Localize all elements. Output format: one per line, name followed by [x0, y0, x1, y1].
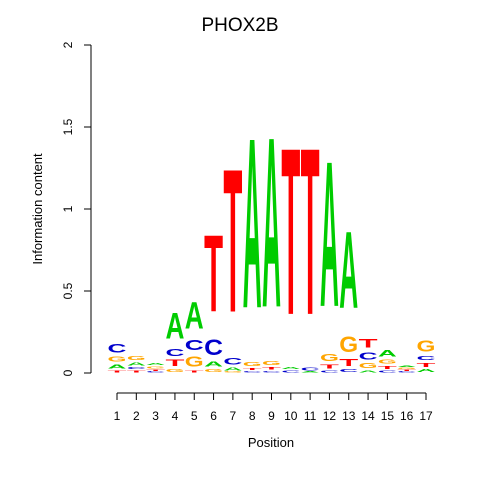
- x-tick-label: 14: [361, 409, 375, 423]
- logo-letter-a: A: [397, 365, 416, 367]
- logo-letter-a: A: [108, 363, 127, 369]
- x-tick-label: 2: [133, 409, 140, 423]
- logo-letter-c: C: [397, 371, 416, 373]
- logo-letter-g: G: [262, 360, 281, 367]
- logo-letter-c: C: [243, 371, 262, 373]
- logo-letter-t: T: [146, 369, 166, 372]
- x-tick-label: 12: [323, 409, 337, 423]
- x-tick-label: 1: [114, 409, 121, 423]
- logo-letter-t: T: [127, 370, 147, 373]
- logo-letter-a: A: [204, 360, 223, 368]
- logo-letter-c: C: [108, 343, 127, 356]
- logo-letter-t: T: [320, 363, 339, 370]
- y-tick-label: 0: [61, 369, 75, 376]
- logo-letter-c: C: [320, 370, 339, 373]
- x-tick-label: 6: [210, 409, 217, 423]
- logo-letter-t: T: [165, 358, 184, 368]
- logo-letter-c: C: [339, 368, 359, 373]
- logo-letter-t: T: [397, 370, 417, 372]
- x-tick-label: 9: [268, 409, 275, 423]
- logo-letter-t: T: [108, 370, 128, 373]
- logo-letter-c: C: [417, 355, 436, 361]
- logo-letter-g: G: [146, 366, 165, 369]
- logo-letter-t: T: [223, 127, 242, 356]
- logo-letter-g: G: [397, 367, 416, 370]
- chart-title: PHOX2B: [201, 15, 278, 36]
- logo-letter-t: T: [185, 370, 205, 373]
- logo-letter-a: A: [378, 349, 397, 359]
- logo-letter-c: C: [165, 347, 184, 358]
- x-axis-title: Position: [248, 435, 294, 450]
- x-tick-label: 15: [381, 409, 395, 423]
- logo-letter-a: A: [262, 87, 281, 358]
- y-axis-title: Information content: [30, 153, 45, 265]
- logo-letter-c: C: [204, 336, 223, 361]
- y-axis: 0 0.5 1 1.5 2: [61, 41, 92, 376]
- logo-letter-g: G: [320, 352, 339, 364]
- logo-letter-g: G: [108, 355, 127, 363]
- x-axis: 1 2 3 4 5 6 7 8 9 10 11 12 13 14 15 16 17: [114, 392, 433, 423]
- y-tick-label: 1: [61, 205, 75, 212]
- logo-letter-a: A: [281, 366, 300, 369]
- logo-letter-g: G: [204, 368, 223, 373]
- logo-letter-t: T: [243, 367, 263, 370]
- logo-letter-c: C: [301, 366, 321, 371]
- logo-letter-g: G: [185, 354, 204, 370]
- logo-letter-a: A: [127, 361, 147, 366]
- logo-letter-c: C: [378, 370, 397, 373]
- logo-letter-c: C: [281, 370, 300, 373]
- logo-letter-a: A: [417, 368, 437, 373]
- logo-letter-g: G: [359, 362, 378, 370]
- logo-letter-g: G: [127, 355, 146, 362]
- logo-letter-g: G: [165, 368, 184, 373]
- logo-letter-t: T: [204, 213, 223, 335]
- logo-letter-t: T: [339, 356, 358, 368]
- x-tick-label: 10: [284, 409, 298, 423]
- logo-letter-t: T: [281, 99, 300, 365]
- logo-letter-c: C: [223, 357, 242, 367]
- logo-letter-a: A: [185, 294, 204, 337]
- letters-layer: TAGCTCAGCTGAGTCATGCAGACTGACTCTGACTGACATA…: [108, 87, 437, 373]
- y-tick-label: 2: [61, 41, 75, 48]
- x-tick-label: 7: [230, 409, 237, 423]
- logo-letter-g: G: [223, 371, 242, 373]
- logo-letter-t: T: [301, 99, 320, 365]
- logo-letter-a: A: [301, 371, 320, 373]
- x-tick-label: 3: [152, 409, 159, 423]
- logo-letter-g: G: [339, 332, 358, 357]
- logo-letter-a: A: [359, 370, 378, 373]
- logo-letter-t: T: [262, 366, 282, 370]
- logo-letter-c: C: [127, 366, 146, 369]
- logo-letter-c: C: [146, 371, 165, 373]
- x-tick-label: 8: [249, 409, 256, 423]
- logo-letter-t: T: [417, 362, 436, 369]
- y-tick-label: 0.5: [61, 282, 75, 299]
- logo-letter-a: A: [243, 88, 262, 359]
- logo-letter-a: A: [165, 305, 184, 346]
- y-tick-label: 1.5: [61, 118, 75, 135]
- x-tick-label: 4: [172, 409, 179, 423]
- x-tick-label: 11: [304, 409, 317, 423]
- logo-letter-t: T: [378, 365, 398, 370]
- logo-letter-c: C: [185, 338, 204, 354]
- x-tick-label: 13: [342, 409, 356, 423]
- logo-letter-a: A: [339, 209, 358, 331]
- logo-letter-g: G: [378, 358, 397, 365]
- x-tick-label: 5: [191, 409, 198, 423]
- logo-letter-g: G: [417, 337, 436, 355]
- x-tick-label: 17: [419, 409, 433, 423]
- logo-letter-c: C: [359, 351, 378, 362]
- logo-letter-a: A: [320, 119, 339, 351]
- logo-letter-a: A: [223, 366, 243, 371]
- logo-letter-g: G: [243, 361, 262, 368]
- logo-letter-a: A: [146, 362, 165, 365]
- x-tick-label: 16: [400, 409, 414, 423]
- logo-letter-t: T: [359, 337, 379, 350]
- logo-letter-c: C: [262, 371, 281, 373]
